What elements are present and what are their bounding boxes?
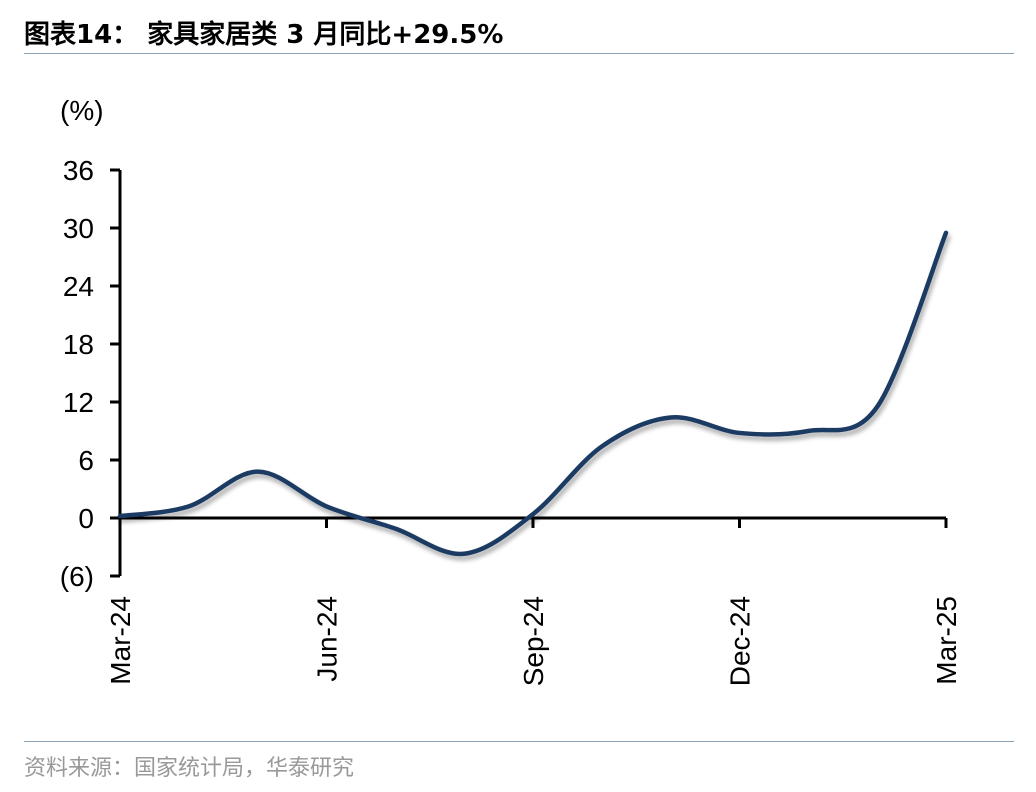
y-tick-label: 36 xyxy=(63,155,94,186)
x-tick-label: Jun-24 xyxy=(312,596,343,682)
data-point-Mar-24 xyxy=(117,513,123,519)
data-point-Oct-24 xyxy=(599,443,605,449)
data-point-May-24 xyxy=(255,469,261,475)
y-tick-label: 6 xyxy=(78,445,94,476)
data-point-Jul-24 xyxy=(392,526,398,532)
data-point-Mar-25 xyxy=(943,230,949,236)
y-tick-label: 30 xyxy=(63,213,94,244)
y-tick-label: (6) xyxy=(60,561,94,592)
source-note: 资料来源：国家统计局，华泰研究 xyxy=(24,756,355,781)
y-tick-label: 18 xyxy=(63,329,94,360)
y-axis-unit-label: (%) xyxy=(60,95,104,126)
data-point-Sep-24 xyxy=(530,511,536,517)
data-point-Aug-24 xyxy=(461,551,467,557)
data-point-Jun-24 xyxy=(324,503,330,509)
footer-divider xyxy=(24,741,1014,742)
series-line-0 xyxy=(117,230,949,557)
x-tick-label: Mar-24 xyxy=(105,596,136,685)
data-point-Dec-24 xyxy=(737,430,743,436)
y-tick-label: 24 xyxy=(63,271,94,302)
data-point-Jan-25 xyxy=(805,428,811,434)
y-tick-label: 0 xyxy=(78,503,94,534)
figure-title: 图表14： 家具家居类 3 月同比+29.5% xyxy=(24,20,504,50)
data-point-Apr-24 xyxy=(186,503,192,509)
x-tick-label: Dec-24 xyxy=(725,596,756,686)
y-tick-label: 12 xyxy=(63,387,94,418)
x-tick-label: Mar-25 xyxy=(931,596,962,685)
data-point-Feb-25 xyxy=(874,404,880,410)
title-divider xyxy=(24,53,1014,54)
data-point-Nov-24 xyxy=(668,414,674,420)
x-tick-label: Sep-24 xyxy=(518,596,549,686)
